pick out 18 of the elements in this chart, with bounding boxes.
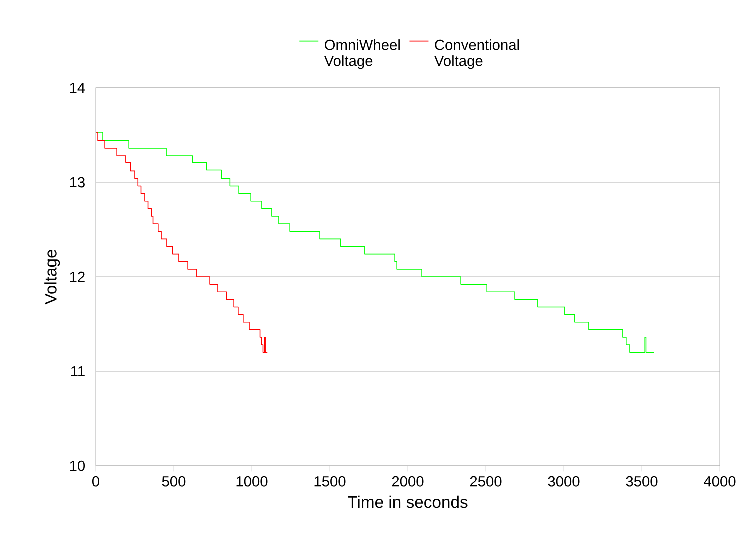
y-tick-label: 14 [70, 82, 86, 94]
x-tick-label: 1000 [236, 476, 268, 487]
legend-label: Conventional Voltage [434, 40, 520, 70]
y-tick-label: 11 [71, 366, 85, 377]
x-tick-label: 1500 [314, 476, 346, 487]
y-tick-label: 12 [70, 272, 85, 282]
x-tick-label: 2500 [470, 476, 502, 487]
x-tick-label: 500 [162, 476, 186, 487]
x-tick-label: 3500 [626, 476, 658, 487]
x-tick-label: 3000 [548, 476, 580, 487]
x-tick-label: 4000 [704, 476, 736, 487]
legend-label: OmniWheel Voltage [324, 40, 400, 70]
x-axis-title: Time in seconds [348, 496, 468, 508]
y-tick-label: 10 [70, 460, 86, 472]
y-tick-label: 13 [70, 177, 85, 188]
y-axis-title: Voltage [44, 250, 60, 305]
x-tick-label: 2000 [392, 476, 424, 487]
x-tick-label: 0 [92, 476, 100, 487]
